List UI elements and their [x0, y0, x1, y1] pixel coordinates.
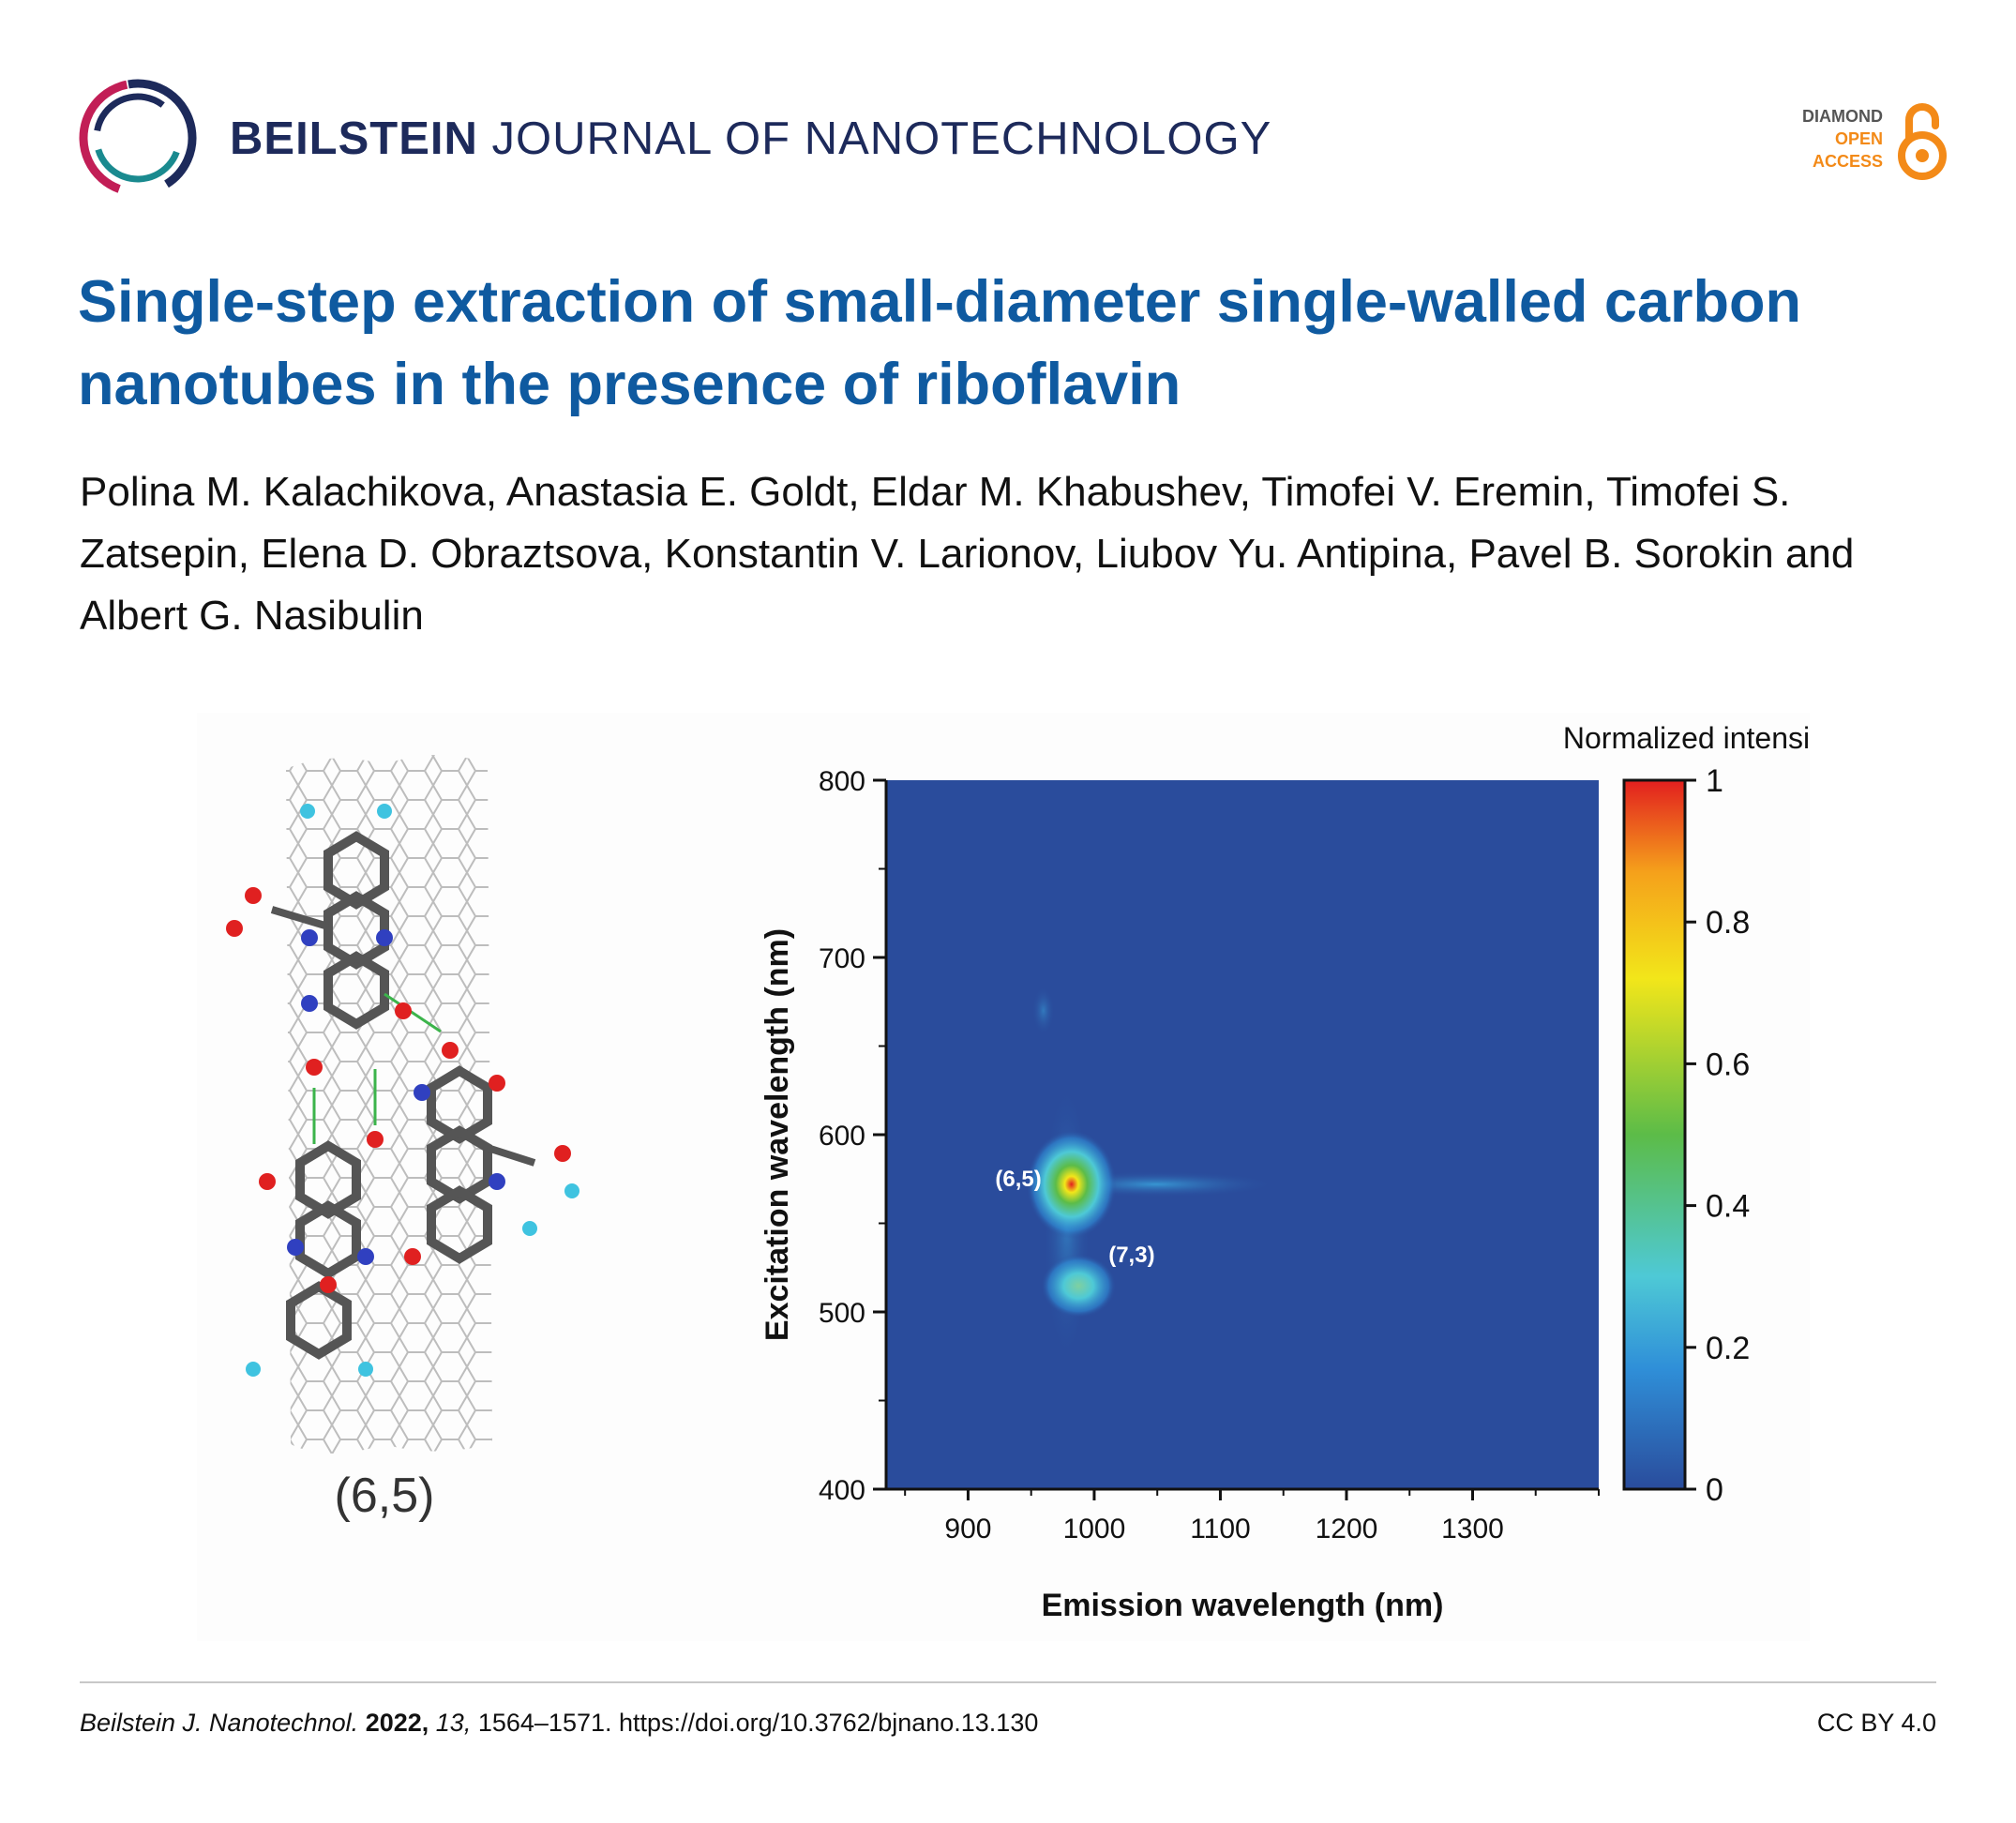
x-tick-label: 1100	[1190, 1514, 1251, 1544]
pl-heatmap-chart: 900 1000 1100 1200 1300 400 500 600 700 800 Emis…	[760, 721, 1810, 1623]
article-title: Single-step extraction of small-diameter…	[78, 269, 1801, 417]
license[interactable]: CC BY 4.0	[1816, 1709, 1936, 1737]
heatmap-peaks	[1026, 986, 1278, 1363]
y-tick-label: 800	[819, 766, 865, 797]
colorbar-tick-label: 0.2	[1706, 1331, 1750, 1366]
atoms	[226, 804, 579, 1377]
beilstein-logo-icon	[79, 79, 197, 197]
x-tick-label: 1000	[1063, 1514, 1126, 1544]
y-tick-label: 600	[819, 1121, 865, 1152]
colorbar-tick-label: 0	[1706, 1472, 1723, 1508]
colorbar-gradient	[1622, 778, 1687, 1491]
citation-journal: Beilstein J. Nanotechnol.	[80, 1709, 359, 1737]
riboflavin-molecule-top	[270, 831, 442, 1033]
heatmap-background	[886, 780, 1599, 1489]
x-tick-label: 1300	[1441, 1514, 1504, 1544]
x-axis: 900 1000 1100 1200 1300	[886, 1487, 1600, 1544]
colorbar-tick-label: 0.8	[1706, 905, 1750, 941]
oa-line-diamond: DIAMOND	[1802, 107, 1883, 126]
journal-brand: BEILSTEIN	[230, 113, 478, 164]
y-tick-label: 400	[819, 1475, 865, 1506]
colorbar-tick-label: 0.6	[1706, 1047, 1750, 1082]
journal-name: BEILSTEIN JOURNAL OF NANOTECHNOLOGY	[230, 113, 1271, 165]
colorbar: 0 0.2 0.4 0.6 0.8 1 Normalized intensity	[1563, 721, 1810, 1508]
colorbar-title: Normalized intensity	[1563, 721, 1810, 755]
x-axis-label: Emission wavelength (nm)	[1042, 1588, 1444, 1623]
x-tick-label: 1200	[1316, 1514, 1378, 1544]
colorbar-tick-label: 1	[1706, 763, 1723, 799]
riboflavin-molecule-bottom	[286, 1065, 536, 1360]
article-authors: Polina M. Kalachikova, Anastasia E. Gold…	[80, 469, 1855, 639]
figure-canvas: (6,5) 900 1000 1100 1200 1300 400 500 600 700 80…	[226, 721, 1810, 1623]
y-tick-label: 500	[819, 1298, 865, 1329]
citation: Beilstein J. Nanotechnol. 2022, 13, 1564…	[80, 1709, 1038, 1738]
open-access-badge: DIAMOND OPEN ACCESS	[1772, 98, 1950, 182]
journal-name-rest: JOURNAL OF NANOTECHNOLOGY	[491, 113, 1272, 164]
nanotube-lattice	[286, 755, 492, 1454]
peak-label: (6,5)	[995, 1167, 1041, 1192]
molecule-illustration: (6,5)	[226, 755, 579, 1523]
y-axis-label: Excitation wavelength (nm)	[760, 928, 795, 1341]
open-access-lock-icon	[1898, 103, 1947, 180]
oa-line-open: OPEN	[1834, 129, 1883, 148]
colorbar-tick-label: 0.4	[1706, 1189, 1750, 1225]
footer-divider	[80, 1681, 1936, 1683]
peak-label: (7,3)	[1108, 1243, 1154, 1268]
oa-line-access: ACCESS	[1812, 152, 1883, 171]
y-tick-label: 700	[819, 943, 865, 974]
colorbar-ticks: 0 0.2 0.4 0.6 0.8 1	[1685, 763, 1750, 1508]
citation-pages-doi[interactable]: 1564–1571. https://doi.org/10.3762/bjnan…	[477, 1709, 1039, 1737]
graphical-abstract-figure: (6,5) 900 1000 1100 1200 1300 400 500 600 700 80…	[197, 713, 1810, 1641]
citation-volume: 13,	[435, 1709, 472, 1737]
journal-header: BEILSTEIN JOURNAL OF NANOTECHNOLOGY DIAM…	[75, 75, 1950, 206]
peak-streak	[1031, 986, 1055, 1035]
x-tick-label: 900	[944, 1514, 991, 1544]
peak-spot	[1026, 1129, 1117, 1239]
citation-year: 2022,	[365, 1709, 429, 1737]
peak-spot	[1041, 1254, 1117, 1318]
molecule-label: (6,5)	[335, 1469, 435, 1523]
y-axis: 400 500 600 700 800	[819, 766, 888, 1506]
